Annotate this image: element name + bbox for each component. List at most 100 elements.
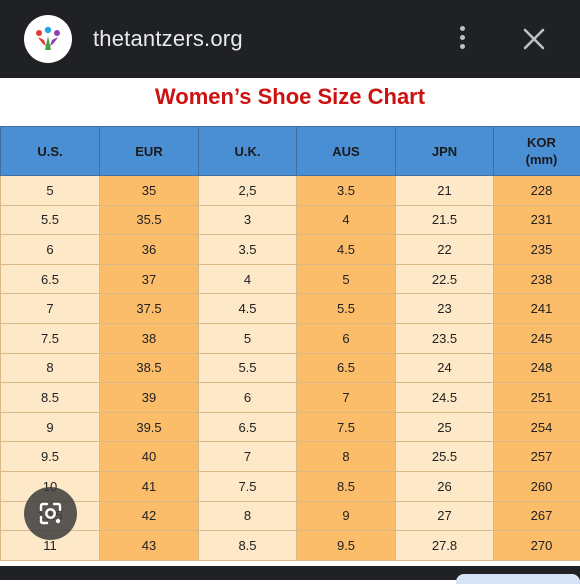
table-cell: 260	[494, 471, 580, 501]
table-cell: 270	[494, 531, 580, 561]
table-cell: 241	[494, 294, 580, 324]
column-header: KOR (mm)	[494, 127, 580, 176]
table-cell: 22	[396, 235, 494, 265]
table-cell: 26	[396, 471, 494, 501]
table-cell: 3.5	[199, 235, 297, 265]
table-cell: 245	[494, 323, 580, 353]
page-title: Women’s Shoe Size Chart	[0, 84, 580, 110]
table-cell: 25	[396, 412, 494, 442]
column-header: AUS	[297, 127, 396, 176]
table-cell: 7.5	[199, 471, 297, 501]
close-icon[interactable]	[522, 27, 546, 51]
table-cell: 9	[297, 501, 396, 531]
table-cell: 27	[396, 501, 494, 531]
table-cell: 238	[494, 264, 580, 294]
table-cell: 9.5	[1, 442, 100, 472]
table-cell: 8	[199, 501, 297, 531]
table-row: 10.5428927267	[1, 501, 580, 531]
favicon-logo-icon	[24, 15, 72, 63]
table-cell: 231	[494, 205, 580, 235]
table-cell: 23.5	[396, 323, 494, 353]
table-cell: 7	[199, 442, 297, 472]
bottom-sheet-handle[interactable]	[456, 574, 580, 584]
table-cell: 5.5	[297, 294, 396, 324]
table-cell: 23	[396, 294, 494, 324]
column-header: EUR	[100, 127, 199, 176]
table-cell: 9	[1, 412, 100, 442]
table-cell: 37	[100, 264, 199, 294]
table-cell: 39.5	[100, 412, 199, 442]
table-cell: 40	[100, 442, 199, 472]
browser-top-bar: thetantzers.org	[0, 0, 580, 78]
table-cell: 35.5	[100, 205, 199, 235]
column-header: U.K.	[199, 127, 297, 176]
table-cell: 7	[297, 383, 396, 413]
more-vert-icon[interactable]	[452, 26, 472, 54]
table-cell: 5.5	[1, 205, 100, 235]
page-url[interactable]: thetantzers.org	[93, 26, 243, 52]
table-cell: 6	[1, 235, 100, 265]
table-cell: 2,5	[199, 176, 297, 206]
table-cell: 38.5	[100, 353, 199, 383]
table-cell: 7.5	[297, 412, 396, 442]
table-cell: 8.5	[1, 383, 100, 413]
table-cell: 5.5	[199, 353, 297, 383]
table-cell: 27.8	[396, 531, 494, 561]
table-cell: 8.5	[297, 471, 396, 501]
table-cell: 6	[297, 323, 396, 353]
table-cell: 35	[100, 176, 199, 206]
column-header: U.S.	[1, 127, 100, 176]
table-cell: 257	[494, 442, 580, 472]
table-cell: 9.5	[297, 531, 396, 561]
table-cell: 36	[100, 235, 199, 265]
table-cell: 6	[199, 383, 297, 413]
table-cell: 235	[494, 235, 580, 265]
table-cell: 42	[100, 501, 199, 531]
table-cell: 39	[100, 383, 199, 413]
table-cell: 6.5	[199, 412, 297, 442]
table-cell: 4	[297, 205, 396, 235]
table-cell: 5	[199, 323, 297, 353]
table-cell: 43	[100, 531, 199, 561]
table-cell: 267	[494, 501, 580, 531]
table-cell: 24	[396, 353, 494, 383]
table-cell: 7.5	[1, 323, 100, 353]
table-cell: 3	[199, 205, 297, 235]
table-cell: 8	[297, 442, 396, 472]
table-cell: 24.5	[396, 383, 494, 413]
column-header: JPN	[396, 127, 494, 176]
table-cell: 4.5	[199, 294, 297, 324]
table-cell: 7	[1, 294, 100, 324]
table-cell: 3.5	[297, 176, 396, 206]
table-cell: 5	[297, 264, 396, 294]
table-cell: 228	[494, 176, 580, 206]
table-cell: 21.5	[396, 205, 494, 235]
table-cell: 5	[1, 176, 100, 206]
table-cell: 37.5	[100, 294, 199, 324]
table-cell: 6.5	[297, 353, 396, 383]
table-cell: 22.5	[396, 264, 494, 294]
table-cell: 251	[494, 383, 580, 413]
table-cell: 4.5	[297, 235, 396, 265]
lens-camera-icon[interactable]	[24, 487, 77, 540]
table-cell: 4	[199, 264, 297, 294]
table-cell: 21	[396, 176, 494, 206]
table-cell: 6.5	[1, 264, 100, 294]
table-cell: 25.5	[396, 442, 494, 472]
table-cell: 8	[1, 353, 100, 383]
table-cell: 8.5	[199, 531, 297, 561]
table-cell: 41	[100, 471, 199, 501]
